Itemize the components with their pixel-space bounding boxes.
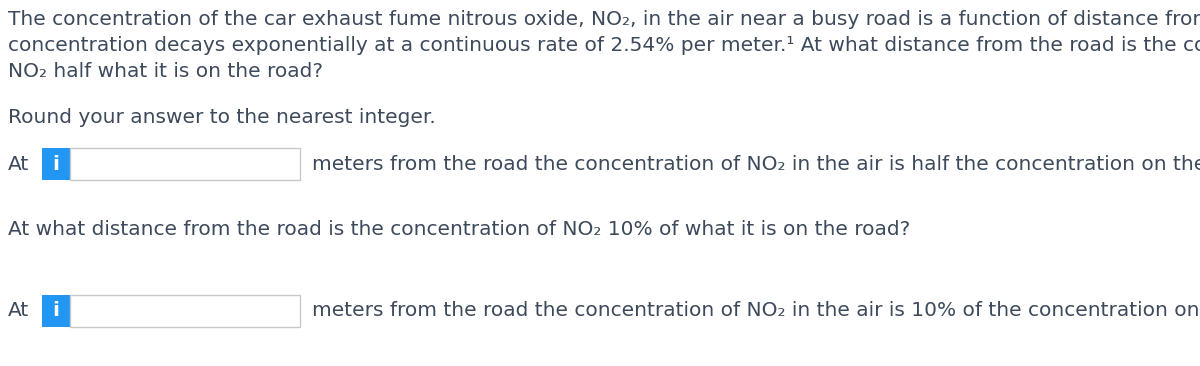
- Text: i: i: [53, 302, 60, 321]
- FancyBboxPatch shape: [42, 148, 70, 180]
- FancyBboxPatch shape: [42, 295, 70, 327]
- Text: NO₂ half what it is on the road?: NO₂ half what it is on the road?: [8, 62, 323, 81]
- Text: The concentration of the car exhaust fume nitrous oxide, NO₂, in the air near a : The concentration of the car exhaust fum…: [8, 10, 1200, 29]
- Text: At what distance from the road is the concentration of NO₂ 10% of what it is on : At what distance from the road is the co…: [8, 220, 911, 239]
- FancyBboxPatch shape: [70, 148, 300, 180]
- Text: Round your answer to the nearest integer.: Round your answer to the nearest integer…: [8, 108, 436, 127]
- FancyBboxPatch shape: [70, 295, 300, 327]
- Text: meters from the road the concentration of NO₂ in the air is half the concentrati: meters from the road the concentration o…: [312, 154, 1200, 173]
- Text: At: At: [8, 154, 29, 173]
- Text: At: At: [8, 302, 29, 321]
- Text: i: i: [53, 154, 60, 173]
- Text: meters from the road the concentration of NO₂ in the air is 10% of the concentra: meters from the road the concentration o…: [312, 302, 1200, 321]
- Text: concentration decays exponentially at a continuous rate of 2.54% per meter.¹ At : concentration decays exponentially at a …: [8, 36, 1200, 55]
